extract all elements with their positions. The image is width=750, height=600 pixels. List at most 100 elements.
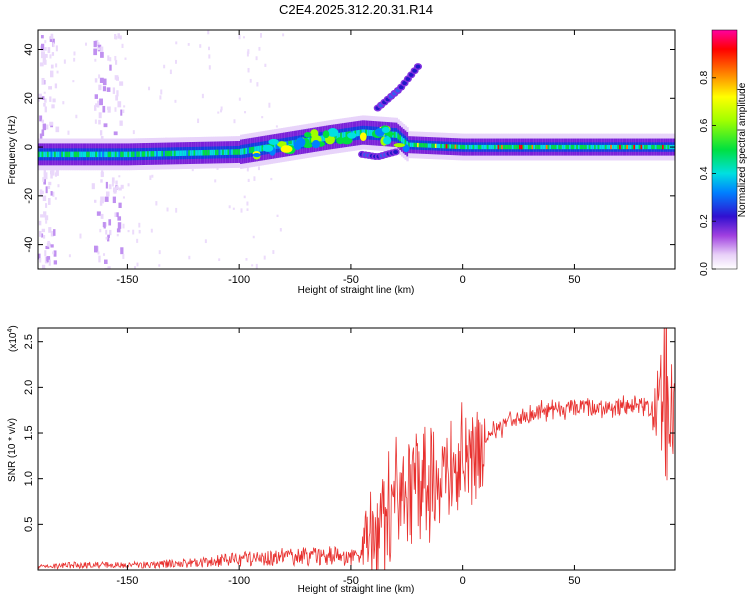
noise-speck [52, 251, 55, 255]
ridge-core-cell [479, 144, 483, 150]
noise-speck [276, 214, 279, 217]
ridge-core-cell [610, 144, 613, 150]
ridge-core-cell [569, 144, 572, 150]
ridge-core-cell [291, 140, 295, 147]
ridge-core-cell [431, 143, 434, 148]
ridge-core-cell [570, 144, 574, 150]
colorbar-tick-label: 0.4 [699, 166, 710, 180]
branch-core [415, 64, 421, 69]
ridge-core-cell [143, 151, 146, 157]
noise-speck [104, 259, 108, 264]
noise-speck [97, 100, 100, 108]
ridge-core-cell [73, 151, 77, 158]
ridge-core-cell [603, 144, 606, 150]
noise-speck [116, 233, 119, 237]
noise-speck [44, 40, 47, 44]
snr-frame [37, 327, 676, 571]
ridge-core-cell [645, 144, 649, 150]
noise-speck [53, 260, 58, 265]
ridge-core-cell [418, 143, 422, 148]
ridge-core-cell [660, 144, 663, 150]
noise-speck [112, 196, 116, 204]
noise-speck [107, 55, 110, 61]
ridge-core-cell [341, 132, 345, 139]
ridge-core-cell [522, 144, 525, 150]
noise-speck [45, 220, 48, 224]
upper-branch [373, 63, 422, 112]
ridge-blob [262, 144, 274, 152]
noise-speck [49, 121, 54, 126]
ridge-core-cell [166, 150, 170, 157]
ridge-core-cell [75, 151, 78, 158]
ridge-core-cell [138, 151, 141, 157]
noise-speck [50, 35, 54, 40]
snr-y-tick-label: 1.0 [23, 471, 35, 486]
noise-speck [109, 64, 112, 71]
ridge-core-cell [182, 150, 186, 156]
noise-speck [136, 262, 139, 267]
ridge-core-cell [545, 144, 549, 150]
ridge-core-cell [642, 144, 645, 150]
ridge-core-cell [429, 143, 432, 148]
ridge-core-cell [57, 151, 61, 158]
spectrogram-y-ticks: -40 -20 0 20 40 [23, 43, 675, 253]
noise-speck [42, 177, 45, 182]
ridge-core-cell [656, 144, 660, 150]
noise-speck [38, 220, 42, 226]
ridge-core-cell [613, 144, 617, 150]
ridge-core-cell [118, 151, 121, 158]
noise-speck [94, 105, 97, 111]
noise-speck [148, 86, 151, 91]
snr-x-tick-label: -100 [228, 575, 250, 587]
ridge-core-cell [459, 144, 463, 150]
noise-speck [197, 118, 200, 124]
noise-speck [41, 233, 44, 238]
noise-speck [107, 106, 111, 113]
ridge-core-cell [540, 144, 543, 150]
noise-speck [119, 81, 124, 86]
ridge-core-cell [476, 144, 479, 150]
noise-speck [75, 114, 78, 119]
ridge-core-cell [445, 144, 449, 149]
noise-speck [45, 124, 49, 130]
ridge-core-cell [590, 144, 593, 150]
branch-core [408, 72, 414, 77]
noise-speck [95, 103, 99, 108]
noise-speck [56, 70, 59, 74]
ridge-core-cell [238, 149, 241, 155]
noise-speck [55, 169, 59, 176]
noise-speck [93, 245, 98, 253]
ridge-core-cell [216, 149, 220, 156]
ridge-core-cell [622, 144, 626, 150]
noise-speck [272, 250, 275, 254]
ridge-core-cell [45, 151, 48, 158]
noise-speck [50, 231, 55, 237]
ridge-core-cell [633, 144, 636, 150]
noise-speck [100, 213, 104, 219]
noise-speck [40, 51, 45, 59]
noise-speck [50, 244, 54, 248]
noise-speck [72, 80, 75, 83]
ridge-core-cell [338, 132, 341, 139]
branch-core [393, 149, 399, 154]
noise-speck [208, 54, 211, 59]
noise-speck [163, 64, 166, 69]
noise-speck [118, 175, 121, 178]
ridge-core-cell [175, 150, 179, 157]
noise-speck [97, 47, 100, 51]
ridge-core-cell [434, 143, 438, 148]
noise-speck [43, 172, 48, 180]
ridge-core-cell [257, 145, 261, 152]
spectrogram-y-tick-label: 20 [23, 92, 35, 104]
noise-speck [42, 56, 46, 63]
ridge-core-cell [506, 144, 509, 150]
noise-speck [99, 98, 103, 106]
ridge-core-cell [395, 131, 399, 138]
noise-speck [52, 42, 55, 48]
noise-speck [49, 70, 54, 78]
ridge-core-cell [241, 148, 245, 155]
noise-speck [73, 51, 76, 56]
ridge-core-cell [397, 133, 400, 140]
noise-speck [117, 216, 122, 221]
snr-x-tick-label: -150 [116, 575, 138, 587]
